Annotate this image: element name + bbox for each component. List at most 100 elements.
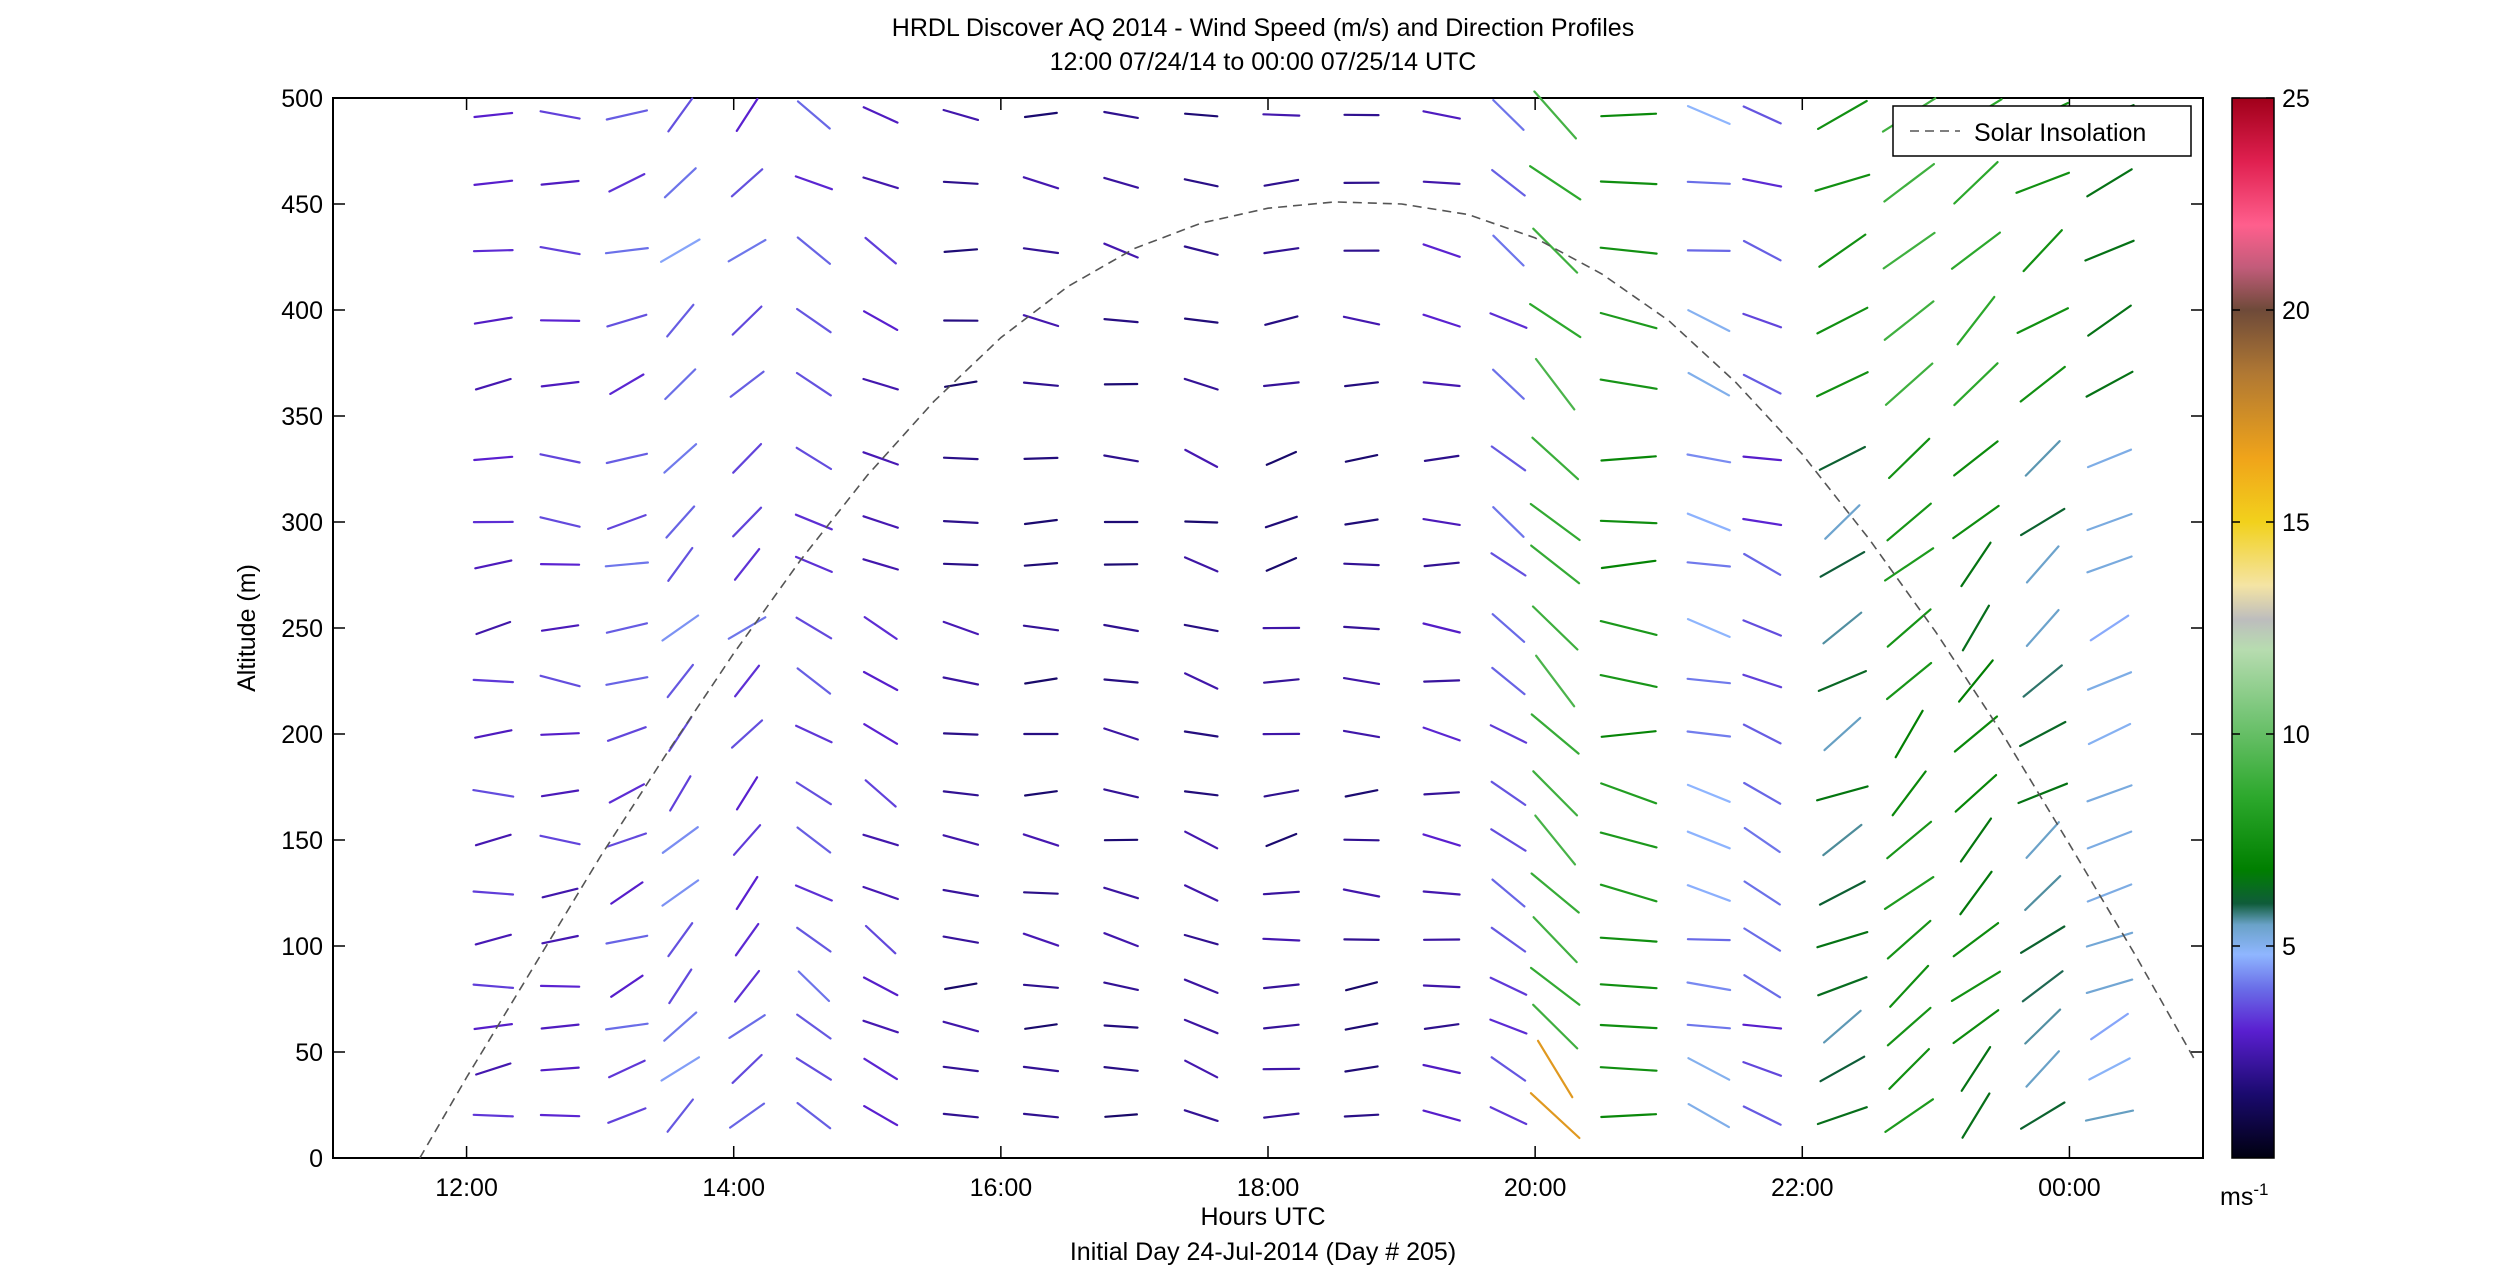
wind-barb: [661, 826, 699, 854]
wind-barb: [1489, 312, 1528, 329]
wind-barb: [1816, 1106, 1868, 1126]
wind-barb: [730, 168, 764, 198]
wind-barb: [1818, 233, 1867, 268]
wind-barb: [661, 614, 700, 642]
colorbar-tick-label: 25: [2282, 85, 2310, 113]
wind-barb: [1103, 886, 1140, 900]
wind-barb: [2085, 931, 2134, 948]
wind-barb: [1686, 617, 1731, 639]
wind-barb: [1599, 378, 1658, 390]
wind-barb: [862, 885, 899, 901]
wind-barb: [1263, 178, 1300, 187]
wind-barb: [668, 968, 693, 1005]
x-tick-label: 12:00: [435, 1174, 498, 1202]
wind-barb: [1263, 1112, 1300, 1119]
wind-barb: [942, 180, 979, 185]
colorbar: [2231, 97, 2275, 1159]
wind-barb: [1742, 312, 1783, 329]
wind-barb: [1528, 303, 1582, 339]
wind-barb: [733, 547, 761, 581]
wind-barb: [1686, 561, 1732, 568]
wind-barb: [539, 246, 581, 256]
wind-barb: [1815, 371, 1869, 398]
wind-barb: [1342, 888, 1381, 898]
wind-barb: [730, 719, 764, 749]
wind-barb: [473, 1022, 513, 1031]
wind-barb: [1184, 448, 1219, 468]
wind-barb: [1599, 883, 1658, 903]
wind-barb: [1423, 454, 1460, 462]
wind-barb: [1422, 243, 1461, 258]
wind-barb: [609, 373, 645, 395]
wind-barb: [2086, 883, 2133, 903]
wind-barb: [1600, 730, 1657, 738]
wind-barb: [666, 1098, 695, 1133]
wind-barb: [605, 109, 649, 121]
wind-barb: [1686, 180, 1731, 185]
wind-barb: [1686, 249, 1731, 252]
wind-barb: [1183, 978, 1219, 995]
wind-barb: [472, 890, 515, 896]
wind-barb: [1742, 619, 1783, 637]
wind-barb: [1889, 964, 1930, 1008]
wind-barb: [539, 562, 581, 566]
wind-barb: [1687, 1057, 1731, 1081]
wind-barb: [669, 775, 692, 812]
wind-barb: [1344, 518, 1379, 526]
wind-barb: [667, 97, 694, 133]
wind-barb: [1819, 550, 1866, 578]
wind-barb: [1422, 381, 1461, 388]
wind-barb: [2025, 1050, 2060, 1088]
wind-barb: [604, 247, 649, 255]
wind-barb: [1743, 781, 1782, 805]
wind-barb: [1953, 161, 1999, 205]
wind-barb: [1492, 98, 1525, 131]
wind-barb: [1183, 377, 1219, 391]
wind-barb: [539, 516, 581, 528]
wind-barb: [1686, 104, 1731, 126]
wind-barb: [1103, 678, 1139, 684]
wind-barb: [2084, 1109, 2135, 1122]
wind-barb: [862, 106, 899, 124]
wind-barb: [1888, 1047, 1931, 1090]
wind-barb: [2084, 239, 2135, 262]
wind-barb: [797, 970, 831, 1003]
wind-barb: [1489, 976, 1528, 996]
wind-barb: [1344, 1065, 1379, 1073]
wind-barb: [1422, 517, 1461, 527]
wind-barb: [1530, 544, 1581, 585]
wind-barb: [1530, 872, 1580, 914]
wind-barb: [474, 559, 513, 570]
wind-barb: [1343, 562, 1380, 567]
wind-barb: [1952, 1009, 2000, 1045]
wind-barb: [795, 446, 833, 471]
wind-barb: [733, 969, 761, 1003]
wind-barb: [1816, 930, 1869, 949]
wind-barb: [1599, 180, 1658, 186]
wind-barb: [606, 313, 648, 328]
wind-barb: [1686, 1023, 1732, 1030]
wind-barb: [862, 451, 899, 466]
wind-barb: [1960, 541, 1992, 588]
wind-barb: [1344, 1022, 1379, 1031]
y-tick-label: 450: [281, 191, 323, 219]
y-tick-label: 100: [281, 933, 323, 961]
wind-barb: [862, 176, 899, 190]
wind-barb: [794, 175, 834, 191]
wind-barb: [473, 316, 513, 325]
wind-barb: [1599, 983, 1658, 990]
wind-barb: [1103, 1065, 1139, 1072]
wind-barb: [1886, 919, 1932, 960]
wind-barb: [727, 616, 767, 640]
wind-barb: [1599, 619, 1658, 637]
wind-barb: [1817, 976, 1868, 997]
wind-barb: [474, 933, 512, 946]
wind-barb: [1742, 673, 1783, 689]
wind-barb: [1529, 502, 1581, 542]
wind-barb: [1742, 517, 1783, 527]
wind-barb: [1492, 506, 1525, 538]
wind-barb: [1491, 169, 1526, 197]
wind-barb: [1422, 984, 1461, 989]
wind-barb: [1956, 295, 1996, 346]
wind-barb: [1183, 317, 1219, 324]
